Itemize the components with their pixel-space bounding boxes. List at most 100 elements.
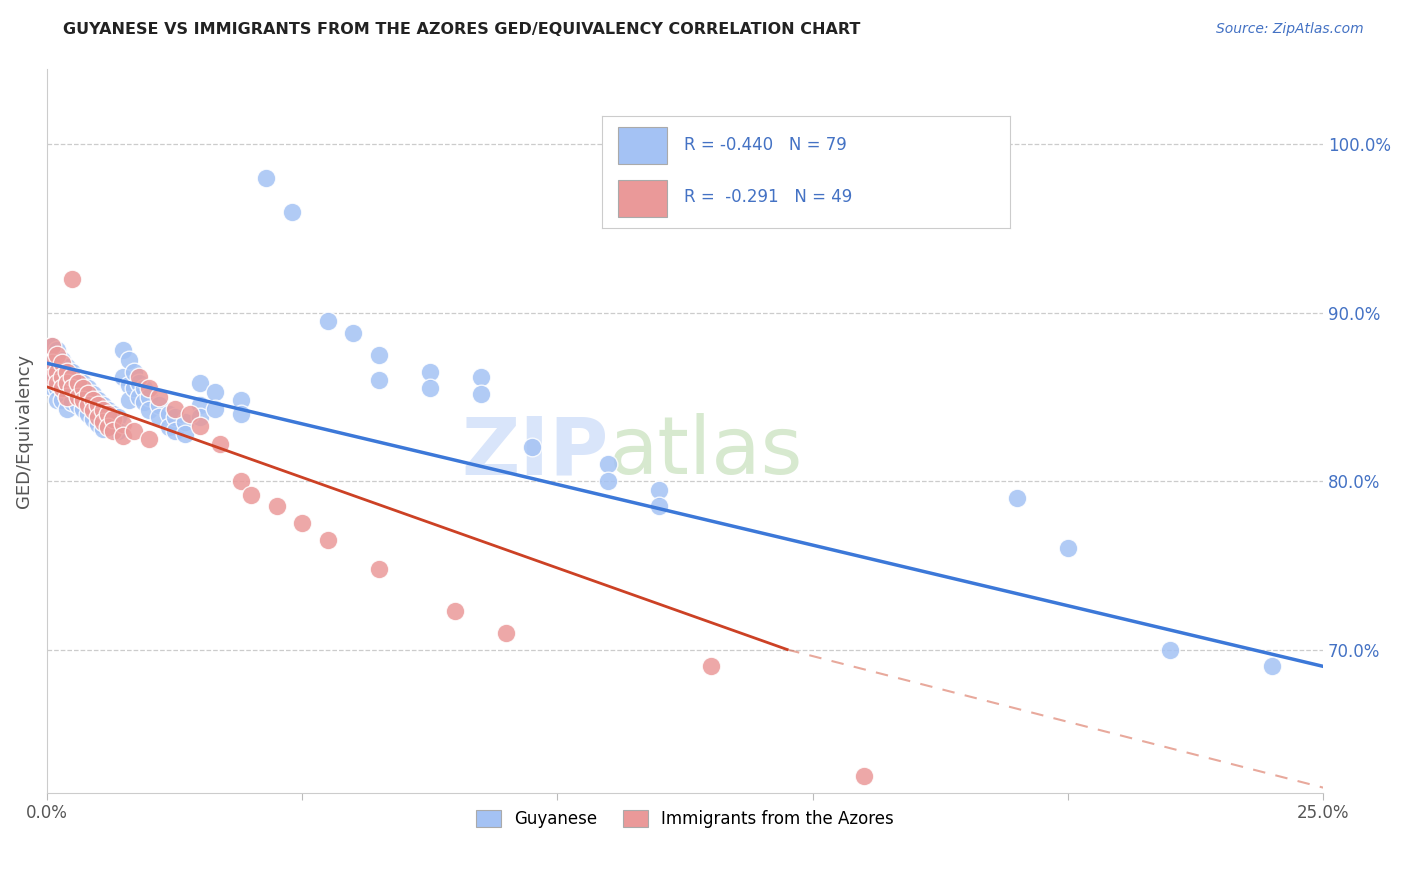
Point (87, 398, 110, 412)
Point (281, 204, 304, 219)
Point (122, 382, 145, 396)
Point (112, 343, 135, 357)
Point (41, 369, 63, 384)
Point (128, 369, 150, 384)
Point (76, 382, 98, 396)
Point (97, 407, 120, 421)
Point (46, 382, 69, 396)
Point (82, 403, 104, 417)
Point (66, 369, 89, 384)
Point (122, 424, 145, 438)
Point (163, 410, 186, 425)
Point (240, 487, 263, 501)
Point (87, 410, 110, 425)
Point (41, 339, 63, 353)
Point (46, 343, 69, 357)
Point (46, 365, 69, 379)
Point (66, 398, 89, 412)
Point (62, 369, 84, 384)
Point (112, 428, 135, 442)
Point (62, 395, 84, 409)
Point (204, 401, 226, 416)
Point (367, 373, 389, 387)
Point (62, 365, 84, 379)
Point (82, 393, 104, 408)
Point (72, 393, 94, 408)
Point (598, 457, 620, 471)
Point (112, 369, 135, 384)
Point (648, 500, 671, 514)
Point (112, 417, 135, 431)
Point (66, 376, 89, 391)
Point (103, 412, 125, 426)
Point (72, 376, 94, 391)
Point (46, 365, 69, 379)
Point (62, 382, 84, 396)
Point (157, 420, 180, 434)
Point (103, 407, 125, 421)
Legend: Guyanese, Immigrants from the Azores: Guyanese, Immigrants from the Azores (470, 804, 900, 835)
Point (97, 403, 120, 417)
Point (132, 395, 155, 409)
Point (699, 659, 721, 673)
Point (76, 386, 98, 401)
Point (209, 437, 232, 451)
Point (51, 352, 73, 367)
Point (97, 420, 120, 434)
Point (316, 314, 339, 328)
Point (51, 369, 73, 384)
Point (1005, 491, 1028, 505)
Point (852, 769, 875, 783)
Point (46, 393, 69, 408)
Point (56, 390, 79, 404)
Point (128, 390, 150, 404)
Text: GUYANESE VS IMMIGRANTS FROM THE AZORES GED/EQUIVALENCY CORRELATION CHART: GUYANESE VS IMMIGRANTS FROM THE AZORES G… (63, 22, 860, 37)
Point (291, 516, 314, 531)
Point (41, 339, 63, 353)
Point (91, 398, 114, 412)
Point (444, 604, 467, 618)
Point (107, 424, 129, 438)
Point (82, 412, 104, 426)
Point (138, 390, 160, 404)
Point (103, 420, 125, 434)
Point (91, 422, 114, 436)
Point (1159, 642, 1181, 657)
Point (229, 407, 252, 421)
Point (76, 395, 98, 409)
Point (91, 415, 114, 429)
Point (1057, 541, 1080, 556)
Point (72, 382, 94, 396)
Point (342, 326, 364, 340)
Point (163, 424, 186, 438)
Point (148, 390, 170, 404)
Point (56, 365, 79, 379)
Point (76, 398, 98, 412)
Point (107, 410, 129, 425)
Point (66, 384, 89, 399)
Point (117, 352, 139, 367)
Point (91, 410, 114, 425)
Point (367, 348, 389, 362)
Point (46, 348, 69, 362)
Point (56, 376, 79, 391)
Point (56, 401, 79, 416)
Point (138, 382, 160, 396)
Point (87, 393, 110, 408)
Point (128, 376, 150, 391)
Point (66, 390, 89, 404)
Point (97, 415, 120, 429)
Point (138, 432, 160, 446)
Point (148, 410, 170, 425)
Point (51, 393, 73, 408)
Point (138, 403, 160, 417)
Point (87, 417, 110, 431)
Point (56, 390, 79, 404)
Point (132, 382, 155, 396)
Point (56, 359, 79, 374)
Point (51, 356, 73, 370)
Point (117, 393, 139, 408)
Point (173, 426, 195, 441)
Point (72, 390, 94, 404)
Point (173, 415, 195, 429)
